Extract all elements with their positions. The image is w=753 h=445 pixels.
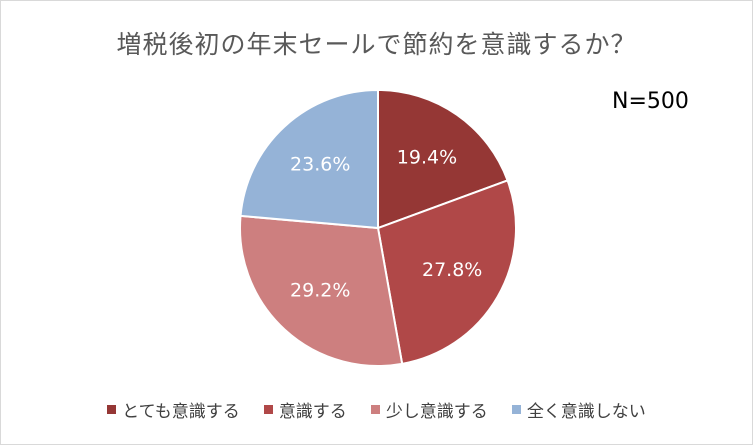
- legend-item-2: 少し意識する: [370, 397, 488, 422]
- pie-slice-3: [239, 88, 379, 230]
- pie-slice-1: [376, 179, 517, 366]
- sample-size-note: N=500: [612, 89, 689, 114]
- legend-item-0: とても意識する: [107, 397, 240, 422]
- legend-label-3: 全く意識しない: [526, 402, 646, 422]
- chart-title: 増税後初の年末セールで節約を意識するか？: [116, 30, 637, 59]
- legend-item-1: 意識する: [263, 397, 347, 422]
- legend-swatch-1: [263, 405, 273, 414]
- data-label-0: 19.4%: [397, 146, 457, 168]
- pie-slice-0: [377, 88, 509, 230]
- legend-label-0: とても意識する: [122, 402, 240, 422]
- legend-label-2: 少し意識する: [385, 402, 488, 422]
- data-label-3: 23.6%: [290, 153, 350, 175]
- legend: とても意識する 意識する 少し意識する 全く意識しない: [1, 397, 752, 422]
- pie-slice-2: [239, 214, 404, 367]
- data-label-2: 29.2%: [290, 280, 350, 302]
- data-label-1: 27.8%: [422, 259, 482, 281]
- legend-label-1: 意識する: [278, 402, 347, 422]
- legend-swatch-0: [107, 405, 117, 414]
- legend-swatch-2: [370, 405, 380, 414]
- legend-item-3: 全く意識しない: [511, 397, 646, 422]
- legend-swatch-3: [511, 405, 521, 414]
